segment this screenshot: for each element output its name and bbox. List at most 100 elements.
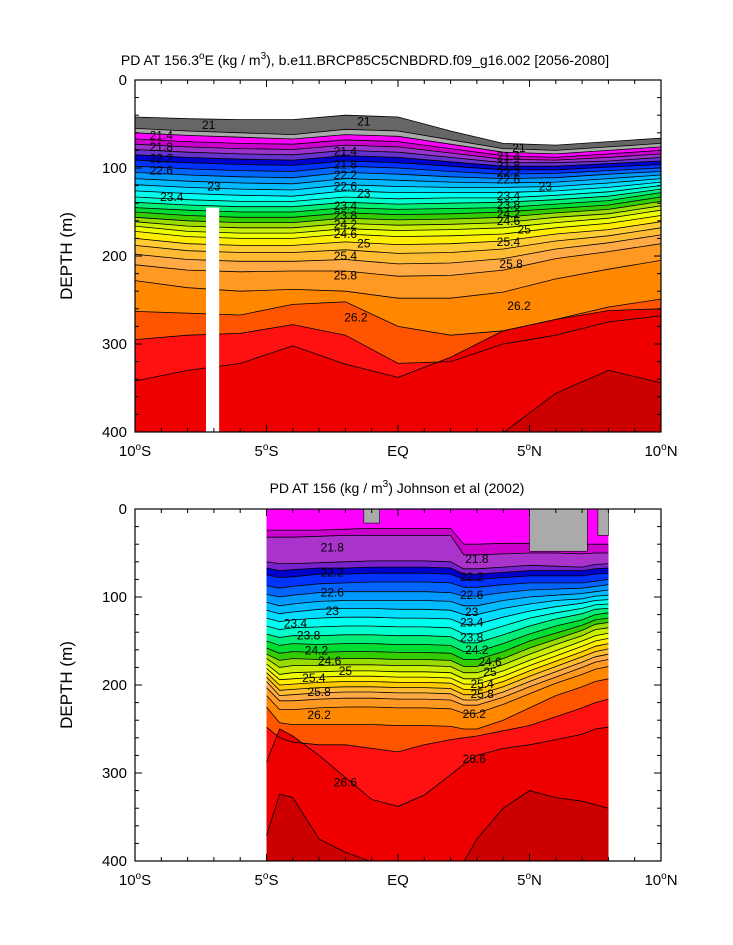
contour-line-24.2 [266, 617, 609, 660]
contour-label: 22.6 [150, 164, 174, 178]
contour-line-23.2 [135, 178, 661, 191]
contour-label: 26.2 [307, 708, 331, 722]
contour-label: 26.2 [344, 311, 368, 325]
contour-label: 25.4 [302, 671, 326, 685]
contour-label: 21 [357, 114, 371, 128]
density-band-26.8 [266, 790, 609, 861]
contour-line-23.6 [266, 603, 609, 635]
contour-label: 25.4 [334, 249, 358, 263]
contour-line-23.8 [266, 608, 609, 644]
y-tick-label: 100 [102, 160, 127, 177]
contour-line-21.4 [135, 132, 661, 155]
contour-line-26.4 [266, 698, 609, 753]
contour-line-23.8 [135, 188, 661, 208]
plot-area: 21.822.222.62323.423.824.224.62525.425.8… [266, 509, 609, 861]
contour-label: 21 [202, 118, 216, 132]
contour-line-21 [135, 114, 661, 146]
x-tick-label: 10oN [644, 442, 677, 460]
contour-line-26.2 [266, 678, 609, 730]
contour-label: 21.8 [497, 158, 521, 172]
contour-label: 25.8 [307, 685, 331, 699]
contour-label: 25.8 [334, 268, 358, 282]
contour-line-23.4 [135, 181, 661, 197]
panel-title: PD AT 156.3oE (kg / m3), b.e11.BRCP85C5C… [121, 51, 609, 68]
x-tick-label: 10oN [644, 871, 677, 889]
contour-line-22.6 [266, 579, 609, 589]
contour-line-22.4 [135, 159, 661, 171]
y-tick-label: 300 [102, 765, 127, 782]
x-tick-label: EQ [387, 872, 409, 889]
contour-label: 21.8 [465, 552, 489, 566]
x-tick-label: 10oS [119, 442, 151, 460]
contour-label: 23 [465, 605, 479, 619]
contour-line-25.2 [266, 643, 609, 690]
contour-line-22.2 [135, 154, 661, 167]
x-tick-label: 5oS [255, 871, 279, 889]
y-tick-label: 200 [102, 677, 127, 694]
no-data-patch [597, 509, 609, 536]
contour-label: 23.4 [497, 189, 521, 203]
y-tick-label: 300 [102, 336, 127, 353]
contour-label: 21 [512, 141, 526, 155]
contour-line-24.8 [266, 632, 609, 680]
contour-line-26.6 [135, 308, 661, 382]
contour-line-24.8 [135, 209, 661, 234]
contour-label: 22.2 [497, 165, 521, 179]
no-data-patch [363, 509, 380, 524]
contour-label: 22.2 [321, 565, 345, 579]
contour-label: 22.2 [460, 570, 484, 584]
contour-line-25.2 [135, 221, 661, 246]
contour-line-26.4 [135, 315, 661, 364]
x-tick-label: 5oN [517, 871, 542, 889]
panel-1: 2121.421.822.222.62323.42121.421.822.222… [57, 51, 678, 460]
contour-label: 22.6 [497, 172, 521, 186]
contour-label: 26.6 [463, 752, 487, 766]
contour-line-23 [266, 589, 609, 607]
y-tick-label: 100 [102, 589, 127, 606]
contour-label: 24.6 [334, 227, 358, 241]
contour-label: 22.6 [460, 588, 484, 602]
contour-label: 21.4 [150, 128, 174, 142]
contour-line-26 [266, 666, 609, 714]
contour-line-22.4 [266, 572, 609, 580]
contour-label: 25.4 [470, 677, 494, 691]
contour-line-26.8 [266, 790, 609, 861]
y-tick-label: 0 [119, 72, 127, 89]
contour-label: 23.8 [334, 209, 358, 223]
contour-line-26 [135, 260, 661, 299]
contour-label: 25.8 [499, 257, 523, 271]
contour-label: 25.4 [497, 235, 521, 249]
contour-line-25.8 [135, 243, 661, 277]
contour-label: 25 [339, 664, 353, 678]
contour-label: 25 [518, 223, 532, 237]
contour-line-24.4 [135, 201, 661, 223]
contour-line-22.8 [266, 584, 609, 598]
contour-label: 22.6 [321, 586, 345, 600]
contour-line-22.8 [135, 171, 661, 180]
contour-line-21.2 [135, 128, 661, 151]
contour-line-24.2 [135, 196, 661, 218]
contour-label: 22.6 [334, 179, 358, 193]
contour-line-22 [135, 149, 661, 164]
contour-label: 24.2 [334, 217, 358, 231]
x-tick-label: 5oN [517, 442, 542, 460]
contour-label: 25 [357, 237, 371, 251]
contour-line-22.6 [135, 165, 661, 175]
contour-line-23.4 [266, 599, 609, 625]
contour-label: 23 [326, 604, 340, 618]
missing-data-bar [206, 207, 220, 432]
y-tick-label: 400 [102, 424, 127, 441]
contour-label: 21.8 [321, 541, 345, 555]
contour-label: 23 [539, 179, 553, 193]
contour-line-21.8 [135, 143, 661, 161]
contour-label: 21.4 [334, 144, 358, 158]
contour-label: 24.6 [478, 655, 502, 669]
no-data-patch [529, 509, 588, 552]
contour-line-24 [135, 192, 661, 213]
contour-label: 24.6 [497, 214, 521, 228]
contour-label: 21.4 [497, 150, 521, 164]
contour-line-23 [135, 174, 661, 185]
contour-label: 22.2 [334, 168, 358, 182]
x-tick-label: 5oS [255, 442, 279, 460]
